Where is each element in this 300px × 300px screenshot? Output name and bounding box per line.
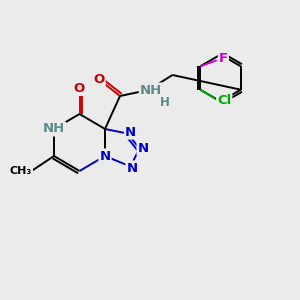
Text: O: O — [93, 73, 105, 86]
Text: N: N — [99, 149, 111, 163]
Text: NH: NH — [140, 83, 162, 97]
Text: NH: NH — [43, 122, 65, 136]
Text: N: N — [125, 125, 136, 139]
Text: CH₃: CH₃ — [10, 166, 32, 176]
Text: O: O — [74, 82, 85, 95]
Text: H: H — [160, 95, 170, 109]
Text: Cl: Cl — [217, 94, 231, 107]
Text: N: N — [137, 142, 149, 155]
Text: F: F — [219, 52, 228, 65]
Text: N: N — [126, 161, 138, 175]
